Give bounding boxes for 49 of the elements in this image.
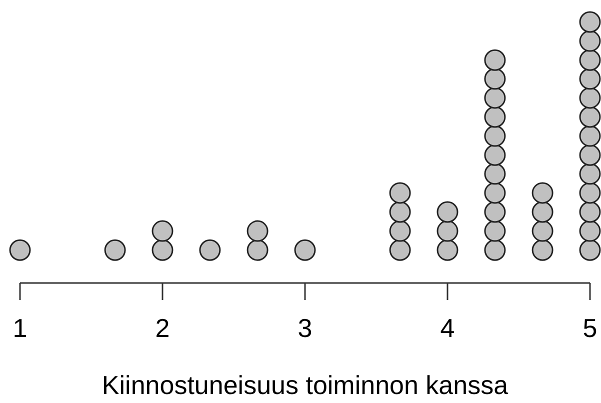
- x-tick-label: 4: [440, 313, 455, 343]
- point: [246, 220, 268, 242]
- point: [484, 144, 506, 166]
- point: [579, 87, 601, 109]
- point: [579, 30, 601, 52]
- point: [389, 182, 411, 204]
- point: [389, 201, 411, 223]
- point: [579, 106, 601, 128]
- point: [532, 201, 554, 223]
- point: [484, 125, 506, 147]
- point: [484, 201, 506, 223]
- x-axis-title: Kiinnostuneisuus toiminnon kanssa: [102, 370, 509, 400]
- point: [532, 182, 554, 204]
- point: [532, 239, 554, 261]
- point: [104, 239, 126, 261]
- point: [436, 201, 458, 223]
- x-tick-label: 1: [12, 313, 28, 343]
- x-tick-label: 3: [298, 313, 312, 343]
- x-tick-label: 2: [155, 313, 170, 343]
- point: [484, 182, 506, 204]
- point: [389, 239, 411, 261]
- point: [484, 49, 506, 71]
- point: [579, 125, 601, 147]
- point: [579, 68, 601, 90]
- point: [389, 220, 411, 242]
- point: [9, 239, 31, 261]
- point: [246, 239, 268, 261]
- point: [484, 239, 506, 261]
- point: [579, 182, 601, 204]
- point: [294, 239, 316, 261]
- point: [579, 220, 601, 242]
- point: [436, 239, 458, 261]
- point: [152, 220, 174, 242]
- point: [484, 68, 506, 90]
- point: [532, 220, 554, 242]
- point: [579, 11, 601, 33]
- point: [199, 239, 221, 261]
- point: [484, 163, 506, 185]
- point: [484, 87, 506, 109]
- point: [152, 239, 174, 261]
- point: [579, 144, 601, 166]
- point: [579, 239, 601, 261]
- point: [436, 220, 458, 242]
- point: [484, 220, 506, 242]
- x-tick-label: 5: [582, 313, 598, 343]
- point: [484, 106, 506, 128]
- point: [579, 163, 601, 185]
- point: [579, 201, 601, 223]
- point: [579, 49, 601, 71]
